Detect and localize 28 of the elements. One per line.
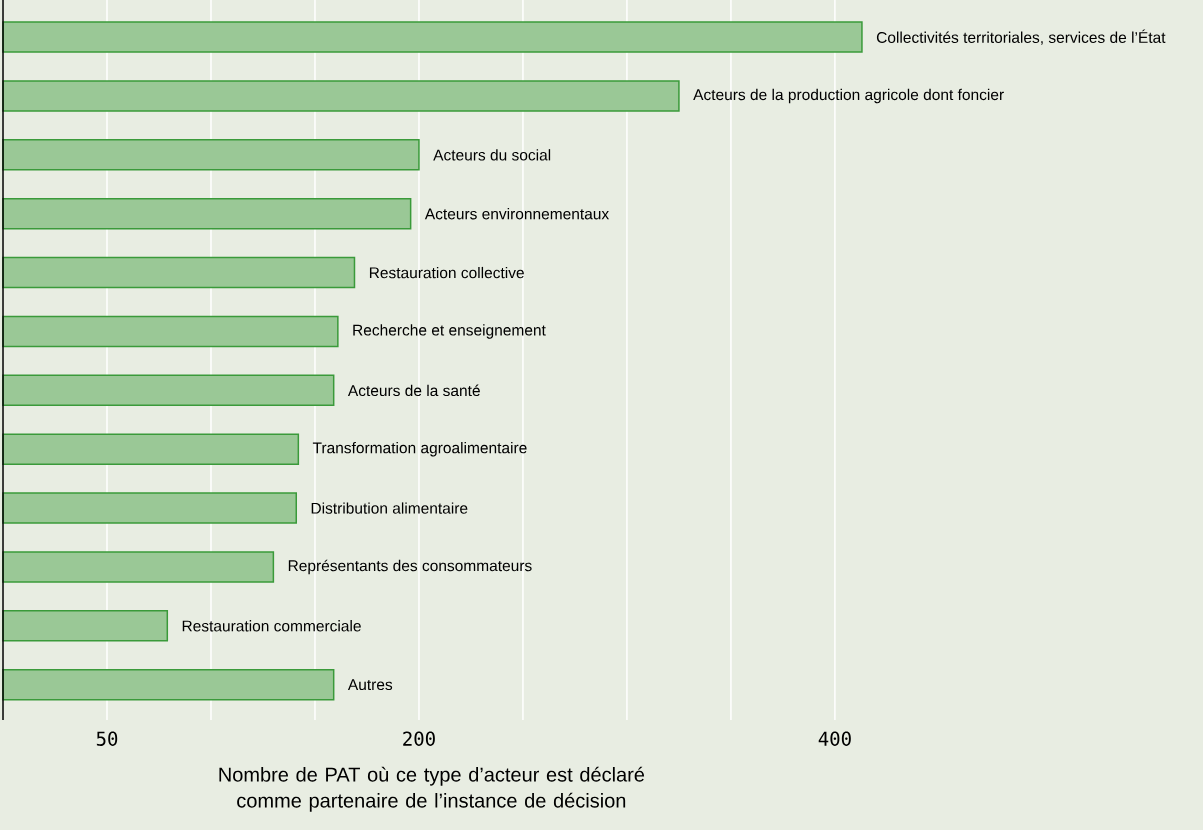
y-tick-label: Acteurs de la production agricole dont foncier (693, 88, 1004, 104)
bar (2, 256, 356, 289)
y-tick-label: Représentants des consommateurs (288, 559, 532, 575)
bar (2, 139, 420, 171)
y-tick-label: Autres (347, 679, 393, 691)
bar (2, 80, 680, 112)
y-tick-label: Restauration commerciale (182, 620, 361, 632)
bar (2, 315, 339, 348)
y-tick-label: Acteurs environnementaux (424, 208, 610, 220)
bar (2, 374, 335, 407)
x-axis-title: Nombre de PAT où ce type d’acteur est déclaré comme partenaire de l’instance de décision (219, 766, 645, 812)
bar (2, 610, 169, 642)
bar (2, 21, 863, 53)
y-tick-label: Acteurs de la santé (347, 384, 480, 397)
y-tick-label: Acteurs du social (433, 149, 551, 161)
x-tick-label: 400 (818, 731, 851, 746)
x-tick-label: 50 (96, 731, 118, 746)
bar (2, 433, 300, 465)
bar (2, 492, 298, 524)
x-tick-label: 200 (403, 731, 435, 746)
y-tick-label: Collectivités territoriales, services de l’État (876, 29, 1166, 45)
bar (2, 197, 412, 230)
y-tick-label: Transformation agroalimentaire (312, 441, 527, 457)
bar (2, 668, 335, 701)
y-tick-label: Recherche et enseignement (353, 324, 546, 339)
bar (2, 551, 275, 583)
y-tick-label: Restauration collective (369, 266, 524, 279)
y-tick-label: Distribution alimentaire (311, 502, 468, 514)
